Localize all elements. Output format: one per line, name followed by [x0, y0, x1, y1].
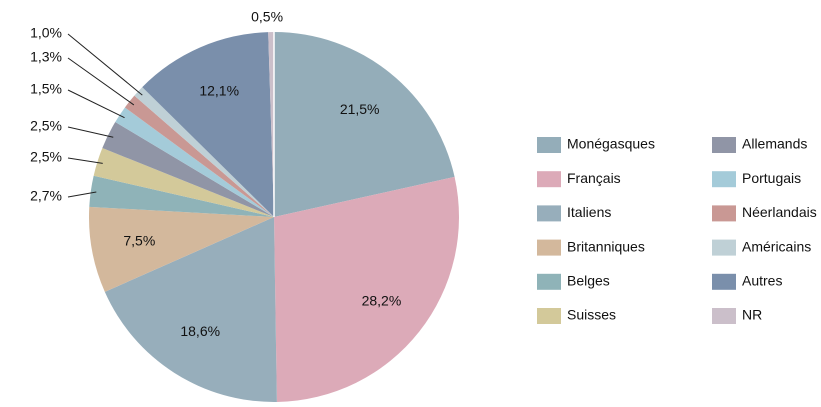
legend-label: Portugais	[742, 170, 801, 186]
legend-label: Monégasques	[567, 136, 655, 152]
legend-swatch	[537, 137, 561, 153]
legend-label: Français	[567, 170, 621, 186]
pie-slice	[134, 87, 274, 218]
leader-line	[67, 157, 103, 164]
pie-slice	[102, 121, 274, 217]
legend-label: NR	[742, 307, 762, 323]
slice-label: 2,5%	[30, 118, 62, 134]
legend-swatch	[712, 273, 736, 290]
pie-slice	[274, 32, 455, 217]
slice-label: 1,5%	[30, 81, 62, 97]
pie-slice	[89, 175, 274, 217]
slice-label: 2,7%	[30, 188, 62, 204]
legend-swatch	[712, 239, 736, 256]
slice-label: 7,5%	[123, 232, 155, 248]
slice-label: 1,0%	[30, 25, 62, 41]
legend-swatch	[712, 171, 736, 188]
slice-label: 28,2%	[362, 293, 402, 309]
slice-label: 0,5%	[251, 9, 283, 25]
slice-label: 18,6%	[180, 323, 220, 339]
pie-slice	[104, 217, 277, 403]
pie-slice	[124, 95, 275, 217]
slice-label: 2,5%	[30, 149, 62, 165]
legend-swatch	[537, 171, 561, 188]
slice-label: 21,5%	[340, 101, 380, 117]
pie-slice	[93, 148, 274, 217]
legend-label: Suisses	[567, 307, 616, 323]
slice-label: 1,3%	[30, 49, 62, 65]
pie-slice	[268, 32, 274, 217]
legend-label: Néerlandais	[742, 204, 817, 220]
legend-swatch	[712, 308, 736, 324]
leader-line	[67, 191, 97, 198]
legend-swatch	[537, 308, 561, 324]
pie-slice	[142, 32, 274, 218]
legend-label: Américains	[742, 238, 811, 254]
leader-line	[67, 126, 114, 138]
legend-swatch	[712, 205, 736, 222]
legend-label: Belges	[567, 273, 610, 289]
leader-line	[67, 33, 143, 96]
legend-swatch	[537, 273, 561, 290]
legend-swatch	[537, 239, 561, 256]
pie-slice	[274, 176, 459, 402]
legend-label: Britanniques	[567, 238, 645, 254]
pie-slice	[115, 107, 274, 217]
leader-line	[67, 57, 135, 106]
leader-line	[67, 89, 125, 119]
legend-label: Italiens	[567, 204, 611, 220]
legend-label: Allemands	[742, 136, 807, 152]
pie-slice	[88, 206, 274, 292]
legend-label: Autres	[742, 273, 782, 289]
legend-swatch	[537, 205, 561, 222]
legend-swatch	[712, 137, 736, 153]
slice-label: 12,1%	[199, 82, 239, 98]
